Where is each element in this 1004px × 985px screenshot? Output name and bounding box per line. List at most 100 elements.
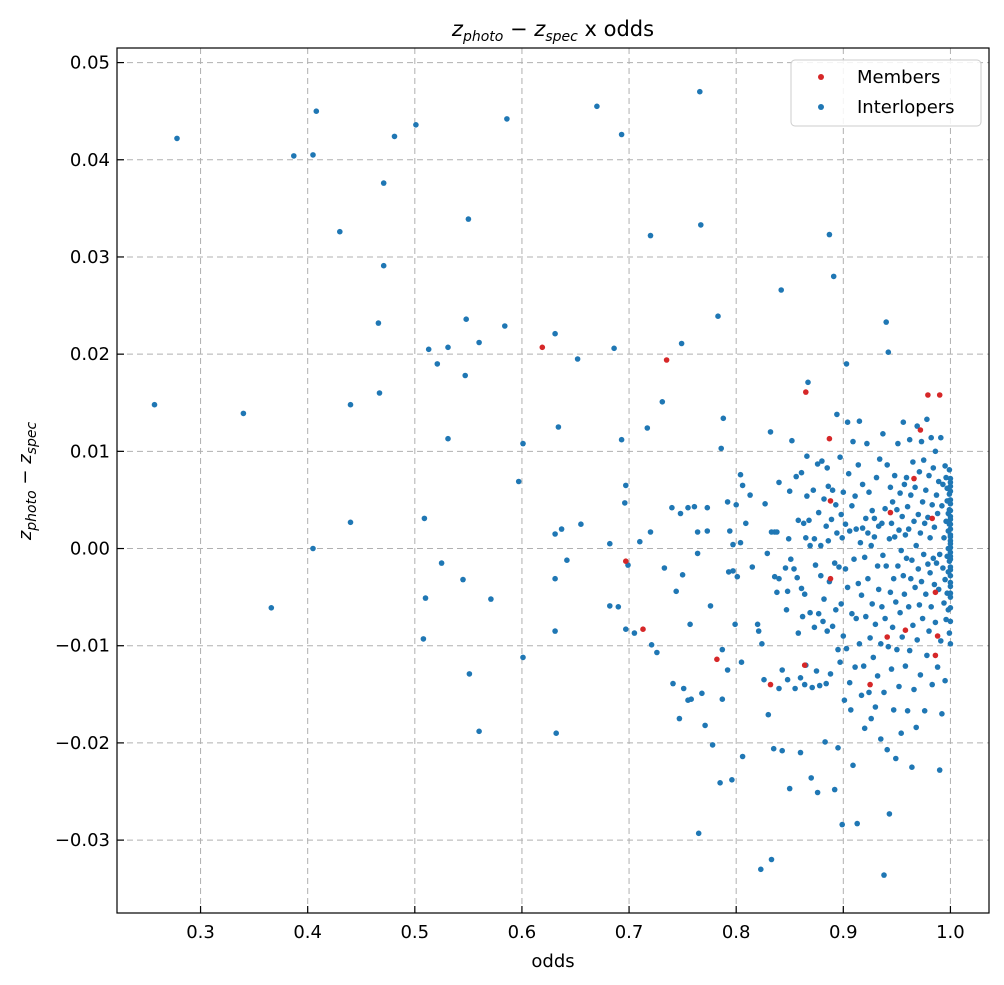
interloper-point: [947, 567, 954, 573]
interloper-point: [515, 478, 522, 485]
interloper-point: [743, 520, 749, 527]
interloper-point: [843, 645, 850, 652]
interloper-point: [865, 575, 871, 582]
member-point: [539, 344, 546, 351]
x-tick-label: 0.7: [615, 922, 644, 943]
plot-frame: [116, 47, 990, 914]
interloper-point: [797, 675, 804, 681]
interloper-point: [925, 561, 931, 567]
interloper-point: [825, 538, 832, 544]
interloper-point: [822, 739, 828, 745]
legend-box: [790, 59, 982, 127]
interloper-point: [932, 619, 939, 626]
interloper-point: [375, 320, 382, 326]
interloper-point: [905, 604, 912, 610]
interloper-point: [808, 775, 814, 781]
interloper-point: [749, 564, 756, 570]
member-point: [911, 475, 917, 482]
interloper-point: [466, 671, 473, 677]
x-tick-label: 0.9: [829, 922, 858, 943]
interloper-point: [933, 560, 940, 566]
interloper-point: [647, 232, 654, 239]
interloper-point: [938, 434, 944, 441]
interloper-point: [871, 534, 878, 540]
interloper-point: [809, 684, 815, 691]
interloper-point: [947, 526, 954, 532]
interloper-point: [691, 503, 698, 510]
interloper-point: [888, 666, 895, 672]
interloper-point: [947, 483, 954, 490]
member-point: [640, 626, 646, 632]
interloper-point: [268, 605, 275, 611]
interloper-point: [917, 530, 924, 536]
legend: Members Interlopers: [790, 59, 982, 127]
member-point: [827, 575, 834, 582]
interloper-point: [883, 319, 889, 325]
interloper-point: [821, 596, 827, 602]
interloper-point: [905, 526, 912, 532]
interloper-point: [885, 349, 892, 356]
interloper-point: [872, 621, 879, 628]
interloper-point: [909, 557, 915, 563]
interloper-point: [813, 668, 820, 674]
interloper-point: [842, 521, 849, 527]
interloper-point: [825, 483, 832, 490]
interloper-point: [816, 682, 823, 689]
interloper-point: [853, 615, 859, 622]
legend-label-members: Members: [857, 67, 940, 88]
interloper-point: [729, 777, 735, 783]
interloper-point: [941, 535, 947, 541]
interloper-point: [810, 487, 817, 494]
interloper-point: [837, 659, 843, 665]
interloper-point: [852, 493, 858, 499]
interloper-point: [903, 474, 910, 481]
interloper-point: [888, 520, 895, 527]
interloper-point: [838, 511, 844, 518]
interloper-point: [902, 663, 909, 669]
interloper-point: [912, 484, 918, 491]
interloper-point: [806, 517, 812, 524]
interloper-point: [918, 578, 925, 585]
interloper-point: [917, 672, 924, 678]
legend-marker-interlopers: [818, 104, 824, 110]
y-tick-label: −0.01: [55, 636, 110, 657]
interloper-point: [879, 604, 885, 610]
interloper-point: [864, 440, 870, 447]
interloper-point: [730, 541, 736, 548]
interloper-point: [622, 500, 628, 506]
interloper-point: [380, 262, 387, 269]
interloper-point: [376, 390, 383, 396]
interloper-point: [898, 547, 904, 554]
interloper-point: [869, 507, 875, 514]
member-point: [936, 392, 943, 398]
x-tick-label: 0.6: [508, 922, 537, 943]
interloper-point: [833, 607, 839, 613]
interloper-point: [677, 510, 684, 517]
interloper-point: [856, 418, 863, 425]
interloper-point: [818, 572, 824, 579]
interloper-point: [894, 646, 900, 653]
interloper-point: [623, 626, 629, 632]
interloper-point: [552, 628, 558, 634]
interloper-point: [709, 742, 716, 748]
interloper-point: [911, 518, 917, 525]
interloper-point: [834, 411, 840, 418]
interloper-point: [936, 551, 943, 558]
interloper-point: [815, 610, 822, 617]
interloper-point: [553, 730, 559, 736]
interloper-point: [659, 399, 666, 405]
interloper-point: [421, 515, 428, 522]
interloper-point: [313, 108, 320, 114]
interloper-point: [940, 565, 946, 571]
y-axis-title: zphoto − zspec: [15, 422, 40, 542]
interloper-point: [837, 454, 843, 461]
interloper-point: [931, 524, 938, 530]
interloper-point: [893, 755, 899, 762]
interloper-point: [852, 664, 858, 670]
interloper-point: [445, 344, 451, 351]
interloper-point: [733, 502, 739, 508]
interloper-point: [724, 499, 731, 505]
interloper-point: [767, 429, 774, 435]
interloper-point: [799, 613, 806, 620]
